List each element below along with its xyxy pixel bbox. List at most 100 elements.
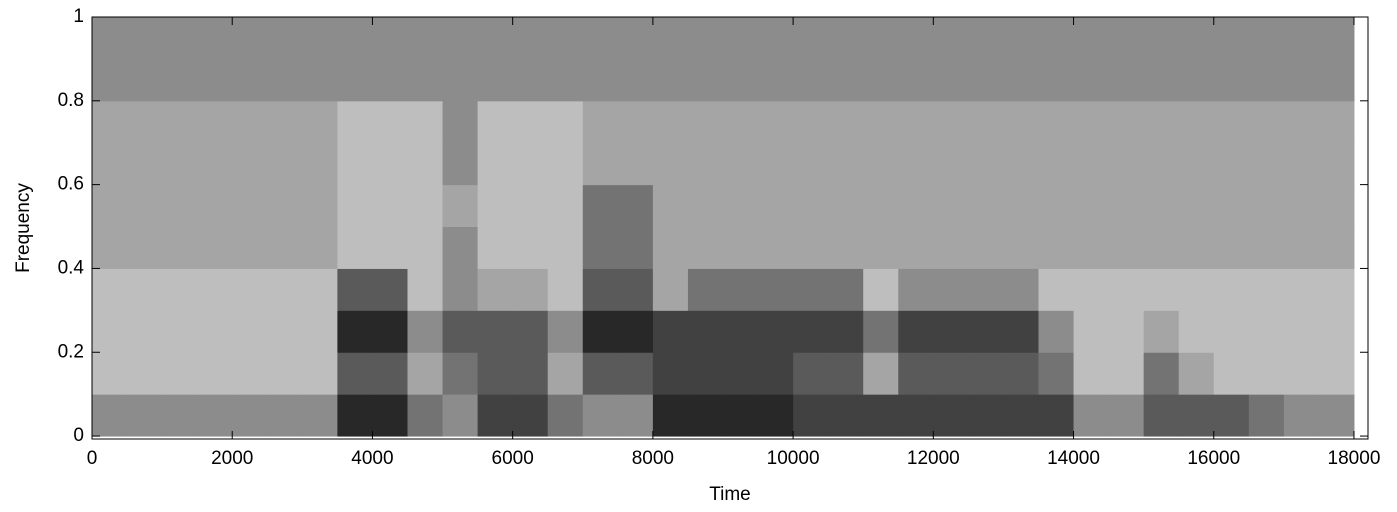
heatmap-cell (1003, 184, 1039, 228)
heatmap-cell (1248, 17, 1285, 60)
heatmap-cell (758, 352, 794, 395)
heatmap-cell (617, 394, 654, 437)
heatmap-cell (1178, 58, 1215, 102)
heatmap-cell (477, 310, 514, 353)
heatmap-cell (1003, 142, 1039, 186)
heatmap-cell (1248, 184, 1285, 228)
heatmap-cell (1283, 268, 1320, 311)
heatmap-cell (477, 226, 514, 269)
heatmap-cell (407, 100, 444, 144)
heatmap-cell (863, 142, 899, 186)
heatmap-cell (512, 352, 549, 395)
heatmap-cell (898, 310, 934, 353)
heatmap-cell (372, 17, 408, 60)
heatmap-cell (1213, 352, 1250, 395)
heatmap-cell (302, 394, 338, 437)
heatmap-cell (793, 142, 829, 186)
heatmap-cell (898, 352, 934, 395)
heatmap-cell (442, 310, 479, 353)
heatmap-cell (582, 58, 619, 102)
heatmap-cell (652, 226, 689, 269)
heatmap-cell (1073, 268, 1110, 311)
heatmap-cell (127, 394, 163, 437)
heatmap-cell (197, 17, 233, 60)
heatmap-cell (1178, 310, 1215, 353)
heatmap-cell (1213, 142, 1250, 186)
heatmap-cell (407, 142, 444, 186)
heatmap-cell (162, 17, 198, 60)
heatmap-cell (302, 100, 338, 144)
heatmap-cell (372, 310, 408, 353)
heatmap-cell (232, 310, 268, 353)
heatmap-cell (1073, 142, 1110, 186)
heatmap-cell (828, 184, 864, 228)
heatmap-cell (477, 184, 514, 228)
heatmap-cell (863, 17, 899, 60)
heatmap-cell (1073, 310, 1110, 353)
heatmap-cell (162, 394, 198, 437)
heatmap-cell (1108, 394, 1145, 437)
heatmap-cell (127, 268, 163, 311)
heatmap-cell (617, 226, 654, 269)
heatmap-cell (162, 142, 198, 186)
heatmap-cell (1038, 394, 1075, 437)
heatmap-cell (968, 394, 1004, 437)
heatmap-cell (863, 310, 899, 353)
heatmap-cell (407, 310, 444, 353)
heatmap-cell (372, 142, 408, 186)
heatmap-cell (863, 100, 899, 144)
heatmap-cell (1283, 184, 1320, 228)
heatmap-cell (1073, 100, 1110, 144)
heatmap-cell (968, 58, 1004, 102)
heatmap-cell (1248, 268, 1285, 311)
heatmap-cell (442, 268, 479, 311)
heatmap-cell (722, 184, 759, 228)
heatmap-cell (337, 268, 373, 311)
heatmap-cell (1038, 226, 1075, 269)
heatmap-cell (547, 17, 584, 60)
heatmap-cell (1143, 184, 1180, 228)
heatmap-cell (1213, 58, 1250, 102)
heatmap-cell (758, 17, 794, 60)
heatmap-cell (968, 226, 1004, 269)
heatmap-cell (197, 142, 233, 186)
heatmap-cell (302, 352, 338, 395)
heatmap-cell (1143, 310, 1180, 353)
heatmap-cell (582, 268, 619, 311)
heatmap-cell (1283, 394, 1320, 437)
heatmap-cell (1143, 58, 1180, 102)
heatmap-cell (1073, 184, 1110, 228)
heatmap-cell (863, 58, 899, 102)
heatmap-cell (477, 142, 514, 186)
heatmap-cell (1108, 226, 1145, 269)
heatmap-cell (582, 184, 619, 228)
heatmap-cell (1073, 394, 1110, 437)
heatmap-cell (232, 184, 268, 228)
heatmap-cell (968, 310, 1004, 353)
heatmap-cell (92, 226, 128, 269)
heatmap-cell (1283, 58, 1320, 102)
heatmap-cell (1318, 310, 1355, 353)
heatmap-cell (302, 268, 338, 311)
heatmap-cell (267, 226, 303, 269)
heatmap-cell (547, 100, 584, 144)
heatmap-cell (1003, 58, 1039, 102)
heatmap-cell (828, 226, 864, 269)
heatmap-cell (162, 184, 198, 228)
heatmap-cell (652, 268, 689, 311)
heatmap-cell (1003, 310, 1039, 353)
heatmap-cell (1213, 184, 1250, 228)
heatmap-cell (933, 268, 969, 311)
heatmap-cell (197, 268, 233, 311)
heatmap-cell (722, 310, 759, 353)
heatmap-cell (758, 184, 794, 228)
heatmap-cell (442, 184, 479, 228)
heatmap-cell (512, 100, 549, 144)
heatmap-cell (1108, 352, 1145, 395)
x-tick-label: 14000 (1047, 448, 1100, 469)
heatmap-cell (722, 100, 759, 144)
heatmap-cell (1003, 17, 1039, 60)
heatmap-cell (1283, 226, 1320, 269)
heatmap-cell (1248, 226, 1285, 269)
heatmap-cell (687, 58, 724, 102)
